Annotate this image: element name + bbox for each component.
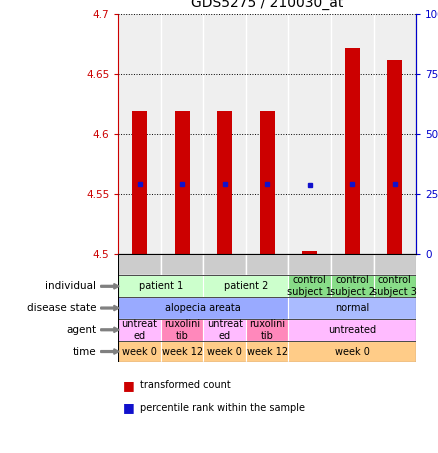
Text: patient 2: patient 2 bbox=[224, 281, 268, 291]
Text: week 12: week 12 bbox=[162, 347, 203, 357]
Bar bbox=[289, 297, 416, 319]
Bar bbox=[118, 297, 289, 319]
Bar bbox=[374, 254, 416, 275]
Bar bbox=[289, 275, 331, 297]
Text: week 0: week 0 bbox=[335, 347, 370, 357]
Bar bbox=[203, 319, 246, 341]
Bar bbox=[217, 111, 232, 254]
Text: ■: ■ bbox=[123, 401, 134, 414]
Bar bbox=[246, 341, 289, 362]
Text: ■: ■ bbox=[123, 379, 134, 391]
Text: week 0: week 0 bbox=[122, 347, 157, 357]
Bar bbox=[118, 14, 161, 254]
Text: ruxolini
tib: ruxolini tib bbox=[249, 319, 285, 341]
Text: transformed count: transformed count bbox=[140, 380, 231, 390]
Bar bbox=[331, 14, 374, 254]
Bar bbox=[387, 60, 402, 254]
Bar bbox=[118, 254, 161, 275]
Text: individual: individual bbox=[46, 281, 96, 291]
Text: alopecia areata: alopecia areata bbox=[166, 303, 241, 313]
Bar bbox=[331, 254, 374, 275]
Bar bbox=[374, 275, 416, 297]
Bar bbox=[203, 254, 246, 275]
Bar bbox=[345, 48, 360, 254]
Bar bbox=[302, 251, 317, 254]
Bar bbox=[246, 14, 289, 254]
Bar bbox=[289, 14, 331, 254]
Text: ruxolini
tib: ruxolini tib bbox=[164, 319, 200, 341]
Text: percentile rank within the sample: percentile rank within the sample bbox=[140, 403, 305, 413]
Bar bbox=[161, 14, 203, 254]
Title: GDS5275 / 210030_at: GDS5275 / 210030_at bbox=[191, 0, 343, 10]
Bar bbox=[118, 319, 161, 341]
Text: untreat
ed: untreat ed bbox=[207, 319, 243, 341]
Bar bbox=[246, 254, 289, 275]
Bar bbox=[289, 341, 416, 362]
Text: control
subject 2: control subject 2 bbox=[330, 275, 375, 297]
Bar bbox=[289, 319, 416, 341]
Bar bbox=[118, 275, 203, 297]
Bar bbox=[246, 319, 289, 341]
Text: patient 1: patient 1 bbox=[139, 281, 183, 291]
Bar bbox=[161, 319, 203, 341]
Text: control
subject 1: control subject 1 bbox=[287, 275, 332, 297]
Bar bbox=[161, 254, 203, 275]
Bar bbox=[161, 341, 203, 362]
Text: untreat
ed: untreat ed bbox=[121, 319, 158, 341]
Text: time: time bbox=[73, 347, 96, 357]
Text: untreated: untreated bbox=[328, 325, 376, 335]
Text: agent: agent bbox=[66, 325, 96, 335]
Text: week 0: week 0 bbox=[207, 347, 242, 357]
Text: disease state: disease state bbox=[27, 303, 96, 313]
Bar bbox=[203, 275, 289, 297]
Bar bbox=[132, 111, 147, 254]
Bar bbox=[118, 341, 161, 362]
Bar bbox=[260, 111, 275, 254]
Text: week 12: week 12 bbox=[247, 347, 288, 357]
Text: control
subject 3: control subject 3 bbox=[372, 275, 417, 297]
Bar bbox=[289, 254, 331, 275]
Bar bbox=[175, 111, 190, 254]
Text: normal: normal bbox=[335, 303, 369, 313]
Bar bbox=[203, 341, 246, 362]
Bar bbox=[374, 14, 416, 254]
Bar bbox=[203, 14, 246, 254]
Bar bbox=[331, 275, 374, 297]
